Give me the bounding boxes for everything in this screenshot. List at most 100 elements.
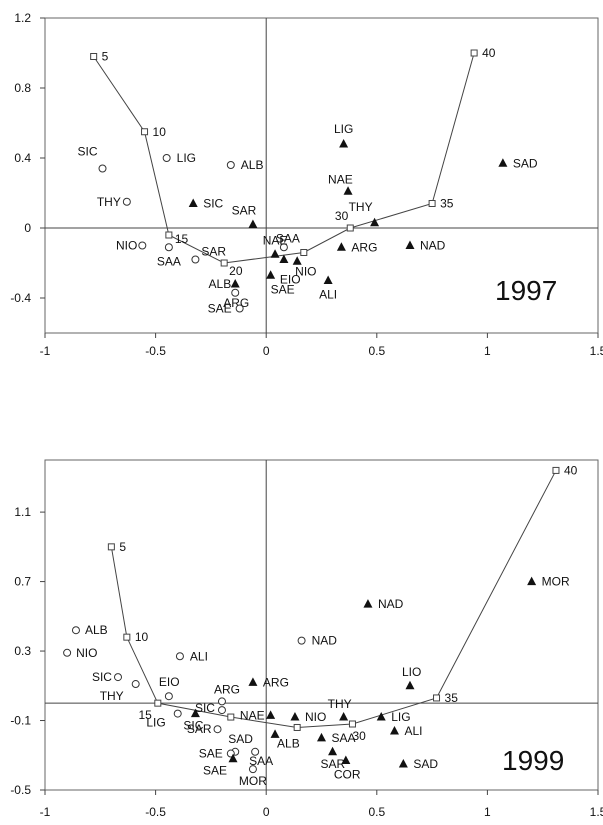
y-tick-label: 0.8	[14, 81, 31, 95]
circle-point-label: ALB	[85, 623, 108, 637]
circle-point-label: EIO	[159, 675, 180, 689]
triangle-point-label: NAE	[240, 708, 265, 722]
triangle-point	[290, 712, 300, 721]
trajectory-label: 10	[135, 630, 149, 644]
triangle-point	[279, 254, 289, 263]
x-tick-label: 0	[263, 344, 270, 358]
triangle-point	[405, 240, 415, 249]
circle-point-label: ARG	[214, 682, 240, 696]
circle-point-label: SAA	[276, 231, 300, 245]
y-tick-label: -0.4	[10, 291, 31, 305]
x-tick-label: 1	[484, 805, 491, 819]
circle-point	[251, 747, 260, 756]
trajectory-point	[293, 723, 301, 731]
trajectory-label: 35	[440, 197, 454, 211]
circle-point-label: SIC	[195, 701, 215, 715]
circle-point-label: SAA	[157, 254, 181, 268]
trajectory-label: 15	[175, 232, 189, 246]
trajectory-label: 20	[229, 264, 243, 278]
triangle-point	[230, 279, 240, 288]
circle-point	[213, 725, 222, 734]
triangle-point	[317, 732, 326, 742]
x-tick-label: -0.5	[145, 805, 166, 819]
trajectory-label: 5	[119, 540, 126, 554]
triangle-point-label: NAE	[263, 233, 288, 247]
triangle-point	[339, 712, 349, 721]
triangle-point-label: ALB	[209, 277, 232, 291]
triangle-point	[188, 198, 198, 207]
trajectory-line	[93, 52, 475, 264]
circle-point	[113, 673, 122, 682]
trajectory-point	[141, 128, 149, 136]
triangle-point-label: SAE	[203, 764, 227, 778]
triangle-point-label: ALB	[277, 736, 300, 750]
x-tick-label: -1	[40, 805, 51, 819]
trajectory-point	[470, 49, 478, 57]
trajectory-point	[227, 713, 235, 721]
x-tick-label: 0.5	[368, 344, 385, 358]
circle-point	[217, 697, 226, 706]
triangle-point	[398, 758, 408, 768]
trajectory-label: 30	[335, 209, 349, 223]
triangle-point	[389, 725, 399, 735]
triangle-point-label: NAD	[378, 597, 404, 611]
y-tick-label: 0.7	[14, 575, 31, 589]
circle-point	[173, 709, 182, 718]
y-tick-label: 1.1	[14, 505, 31, 519]
triangle-point	[343, 186, 353, 195]
x-tick-label: 1.5	[590, 805, 603, 819]
triangle-point-label: ALI	[404, 724, 422, 738]
circle-point	[122, 197, 131, 206]
circle-point	[138, 241, 147, 250]
x-tick-label: 1	[484, 344, 491, 358]
circle-point	[175, 652, 184, 661]
x-tick-label: 0.5	[368, 805, 385, 819]
triangle-point	[498, 158, 508, 167]
circle-point-label: NIO	[116, 239, 137, 253]
trajectory-point	[90, 53, 98, 60]
circle-point-label: LIG	[146, 716, 165, 730]
circle-point-label: SAA	[249, 754, 273, 768]
triangle-point	[341, 755, 351, 764]
triangle-point-label: ARG	[351, 240, 377, 254]
circle-point	[63, 648, 72, 657]
circle-point	[231, 288, 240, 297]
triangle-point-label: SAD	[513, 156, 538, 170]
trajectory-point	[428, 200, 436, 207]
trajectory-label: 10	[153, 125, 167, 139]
circle-point	[297, 636, 306, 645]
trajectory-point	[346, 224, 354, 232]
circle-point-label: SAE	[199, 747, 223, 761]
triangle-point-label: LIG	[391, 710, 410, 724]
circle-point	[235, 304, 244, 313]
y-tick-label: 0.3	[14, 644, 31, 658]
year-annotation: 1999	[502, 745, 564, 776]
circle-point	[98, 164, 107, 173]
plot-frame	[44, 17, 599, 334]
trajectory-label: 40	[482, 46, 496, 60]
trajectory-line	[110, 470, 557, 728]
y-tick-label: -0.1	[10, 714, 31, 728]
y-tick-label: 1.2	[14, 11, 31, 25]
y-tick-label: 0	[24, 221, 31, 235]
plot-frame	[44, 459, 599, 791]
y-tick-label: -0.5	[10, 783, 31, 797]
triangle-point	[266, 710, 276, 719]
circle-point-label: SAR	[187, 722, 212, 736]
triangle-point-label: SAD	[413, 757, 438, 771]
x-tick-label: 1.5	[590, 344, 603, 358]
circle-point	[217, 706, 226, 715]
circle-point	[279, 243, 288, 252]
y-tick-label: 0.4	[14, 151, 31, 165]
circle-point	[226, 161, 235, 169]
trajectory-point	[433, 694, 441, 702]
triangle-point-label: LIO	[402, 665, 421, 679]
x-tick-label: -0.5	[145, 344, 166, 358]
circle-point-label: MOR	[239, 774, 267, 788]
chart-1997: -0.4 0 0.4 0.8 1.2 -1 -0.5 0 0.5 1 1.5 5 10 15 20 30 35 4…	[10, 11, 603, 358]
circle-point-label: THY	[100, 689, 124, 703]
x-tick-label: 0	[263, 805, 270, 819]
triangle-point	[190, 708, 200, 718]
trajectory-point	[220, 259, 228, 267]
